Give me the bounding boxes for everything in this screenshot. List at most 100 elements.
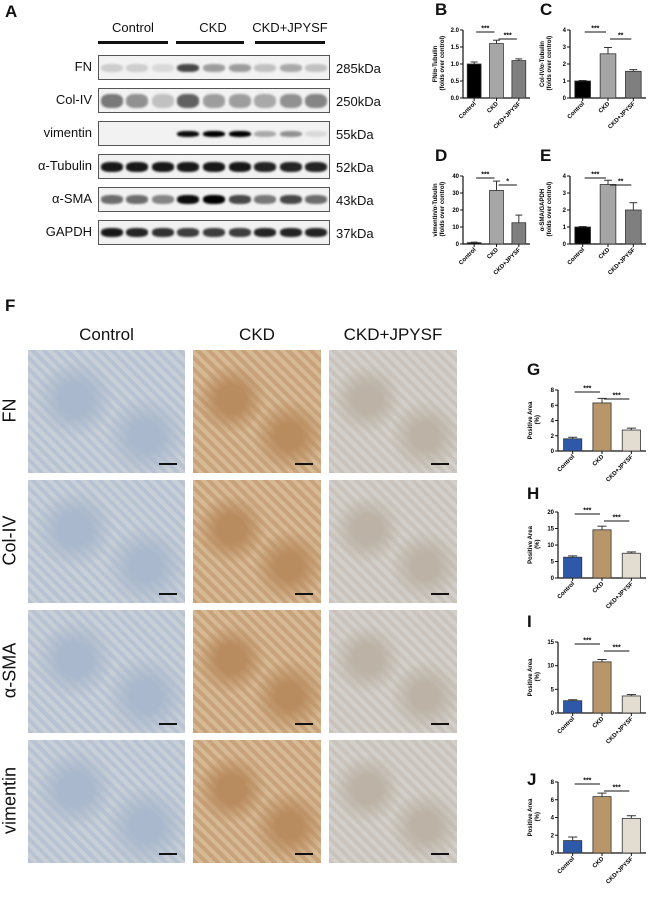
x-tick-label: Control — [458, 247, 478, 267]
blot-band — [279, 63, 302, 72]
bar-chart-i: Positive Area (%) 0 5 10 15 Control CKD CKD+JPY… — [528, 638, 646, 746]
significance-label: *** — [613, 393, 621, 400]
y-tick-label: 2 — [563, 208, 567, 214]
blot-strip — [98, 187, 330, 212]
bar-control — [466, 242, 482, 245]
blot-band — [254, 161, 277, 172]
y-tick-label: 0 — [551, 851, 555, 857]
y-tick-label: 0.5 — [451, 79, 460, 85]
blot-band — [228, 228, 251, 237]
blot-band — [101, 131, 123, 137]
ihc-row-vimentin: vimentin — [0, 766, 20, 835]
micrograph — [193, 480, 321, 603]
scale-bar — [159, 463, 177, 465]
significance-label: *** — [504, 33, 512, 40]
scale-bar — [295, 723, 313, 725]
blot-strip — [98, 55, 330, 80]
bar-ckd-jpysf — [625, 209, 642, 245]
bar-ckd — [599, 184, 617, 245]
significance-label: ** — [618, 179, 624, 186]
blot-row-label: FN — [74, 59, 92, 74]
blot-band — [100, 195, 123, 204]
x-tick-label: CKD+JPYSF — [605, 716, 635, 746]
y-tick-label: 30 — [452, 191, 459, 197]
micrograph — [329, 480, 457, 603]
y-tick-label: 4 — [551, 419, 555, 425]
micrograph — [28, 350, 185, 473]
significance-label: *** — [481, 26, 489, 33]
scale-bar — [295, 853, 313, 855]
ihc-column-ckd: CKD — [239, 325, 275, 344]
y-tick-label: 0 — [551, 576, 555, 582]
scale-bar — [431, 723, 449, 725]
blot-band — [254, 228, 277, 237]
blot-row-label: α-Tubulin — [38, 158, 92, 173]
blot-band — [151, 63, 174, 72]
ihc-row-col-iv: Col-IV — [0, 515, 20, 566]
bar-chart-e: α-SMA/GAPDH (folds over control) 0 1 2 3 4 Con… — [540, 172, 646, 277]
blot-band — [177, 93, 200, 108]
blot-band — [100, 161, 123, 172]
blot-band — [279, 93, 302, 108]
panel-label-e: E — [540, 146, 552, 165]
ihc-row-fn: FN — [0, 398, 20, 423]
y-tick-label: 0 — [456, 242, 460, 248]
significance-label: *** — [613, 645, 621, 652]
y-tick-label: 0 — [551, 711, 555, 717]
blot-group-ckd-jpysf: CKD+JPYSF — [252, 20, 328, 35]
x-tick-label: CKD — [486, 247, 500, 261]
significance-label: *** — [613, 785, 621, 792]
blot-band — [202, 130, 225, 137]
y-tick-label: 1.5 — [451, 45, 460, 51]
x-tick-label: CKD — [486, 101, 500, 115]
blot-band — [151, 161, 174, 172]
bar-control — [563, 700, 583, 714]
x-tick-label: CKD+JPYSF — [605, 454, 635, 484]
micrograph — [193, 740, 321, 863]
bar-control — [466, 63, 482, 99]
bar-chart-d: vimentin/α-Tubulin (folds over control) 0… — [433, 172, 530, 277]
blot-band — [254, 195, 277, 204]
y-axis-label: Positive Area (%) — [528, 401, 541, 439]
blot-band — [305, 161, 328, 172]
y-tick-label: 3 — [563, 45, 567, 51]
ihc-column-control: Control — [79, 325, 134, 344]
scale-bar — [431, 853, 449, 855]
bar-ckd-jpysf — [621, 695, 641, 714]
blot-band — [305, 228, 328, 237]
y-tick-label: 5 — [551, 560, 555, 566]
blot-band — [177, 63, 200, 72]
bar-ckd-jpysf — [511, 60, 527, 99]
blot-strip — [98, 88, 330, 113]
bar-ckd — [489, 43, 504, 99]
x-tick-label: CKD — [598, 101, 612, 115]
bar-chart-c: Col-IV/α-Tubulin (folds over control) 0 1 2… — [540, 26, 646, 131]
significance-label: *** — [583, 778, 591, 785]
significance-label: *** — [613, 515, 621, 522]
y-tick-label: 0 — [551, 449, 555, 455]
x-tick-label: Control — [557, 581, 577, 601]
blot-band — [228, 93, 251, 108]
blot-band — [279, 161, 302, 172]
molecular-weight-label: 285kDa — [336, 61, 381, 76]
x-tick-label: CKD — [592, 581, 606, 595]
panel-label-f: F — [5, 296, 16, 315]
scale-bar — [159, 593, 177, 595]
molecular-weight-label: 52kDa — [336, 160, 374, 175]
blot-band — [100, 93, 123, 108]
blot-band — [100, 228, 123, 237]
y-tick-label: 0.0 — [451, 96, 460, 102]
micrograph — [329, 350, 457, 473]
molecular-weight-label: 37kDa — [336, 226, 374, 241]
blot-band — [126, 63, 149, 72]
blot-row-label: Col-IV — [55, 92, 92, 107]
bar-ckd — [489, 190, 504, 245]
x-tick-label: CKD — [592, 454, 606, 468]
x-tick-label: Control — [458, 101, 478, 121]
bar-ckd-jpysf — [621, 429, 641, 452]
blot-band — [254, 130, 277, 137]
panel-label-h: H — [527, 484, 540, 503]
y-axis-label: Col-IV/α-Tubulin (folds over control) — [540, 36, 553, 92]
blot-band — [177, 130, 200, 137]
